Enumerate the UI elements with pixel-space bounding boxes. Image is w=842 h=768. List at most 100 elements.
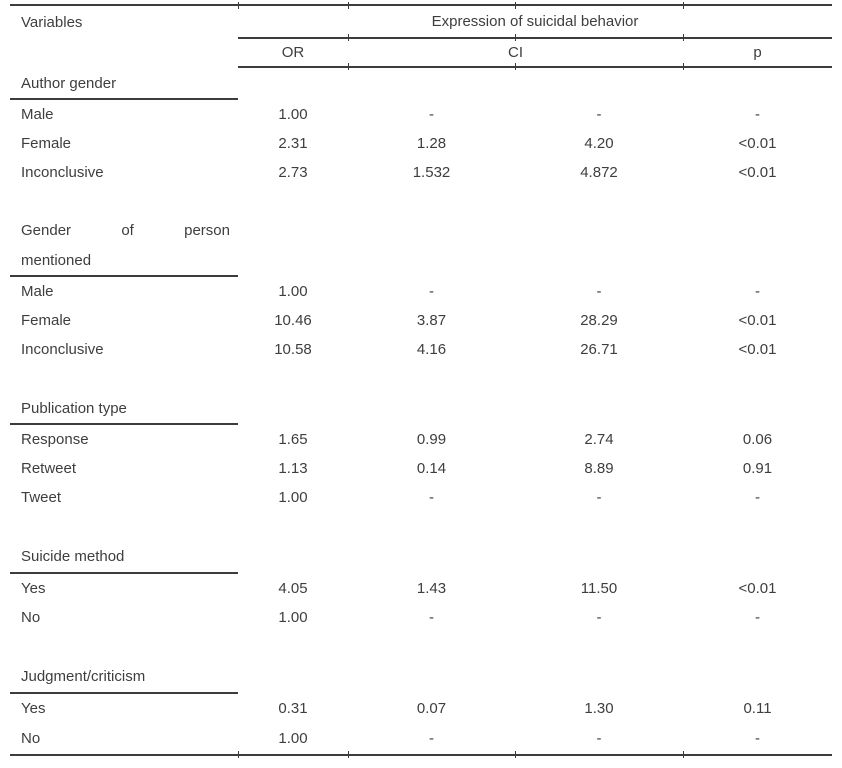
p-value: -	[755, 730, 760, 747]
table-row: Female 10.46 3.87 28.29 <0.01	[10, 306, 832, 335]
section-header-publication-type: Publication type	[10, 393, 238, 425]
section-header-judgment-criticism: Judgment/criticism	[10, 661, 238, 694]
table-row: Retweet 1.13 0.14 8.89 0.91	[10, 454, 832, 483]
p-column-header: p	[683, 39, 832, 68]
ci-upper-value: 28.29	[580, 312, 618, 329]
p-value: -	[755, 106, 760, 123]
p-value: <0.01	[738, 312, 777, 329]
table-grid-tick	[238, 2, 239, 9]
ci-lower-value: 1.532	[412, 164, 451, 181]
section-header-row: mentioned	[10, 245, 832, 277]
ci-upper-value: 4.20	[584, 135, 614, 152]
ci-lower-value: -	[429, 106, 434, 123]
section-header-row: Publication type	[10, 393, 832, 425]
ci-upper-value: 8.89	[584, 460, 614, 477]
ci-upper-value: 1.30	[584, 700, 614, 717]
or-value: 10.58	[274, 341, 312, 358]
ci-lower-value: 4.16	[416, 341, 447, 358]
or-value: 1.13	[278, 460, 308, 477]
table-row: Male 1.00 - - -	[10, 277, 832, 306]
table-row: Inconclusive 10.58 4.16 26.71 <0.01	[10, 335, 832, 364]
section-header-row: Suicide method	[10, 541, 832, 574]
table-grid-tick	[348, 2, 349, 9]
table-grid-tick	[348, 34, 349, 41]
section-header-gender-of-person-line1: Gender of person	[10, 216, 238, 245]
row-label: Retweet	[21, 460, 77, 477]
row-label: Female	[21, 312, 72, 329]
spacer-row	[10, 187, 832, 216]
ci-upper-value: -	[596, 609, 602, 626]
or-value: 1.00	[278, 106, 308, 123]
ci-upper-value: 4.872	[580, 164, 618, 181]
row-label: Yes	[21, 580, 46, 597]
table-grid-tick	[683, 2, 684, 9]
row-label: Response	[21, 431, 89, 448]
table-grid-tick	[515, 751, 516, 758]
p-value: -	[755, 609, 760, 626]
or-value: 1.00	[278, 283, 308, 300]
ci-upper-value: -	[596, 730, 602, 747]
table-row: No 1.00 - - -	[10, 603, 832, 632]
table-row: Inconclusive 2.73 1.532 4.872 <0.01	[10, 158, 832, 187]
p-value: <0.01	[738, 580, 777, 597]
row-label: No	[21, 609, 41, 626]
section-header-row: Judgment/criticism	[10, 661, 832, 694]
ci-upper-value: -	[596, 283, 602, 300]
table-grid-tick	[515, 34, 516, 41]
or-column-header: OR	[238, 39, 348, 68]
row-label: Yes	[21, 700, 46, 717]
ci-lower-value: -	[429, 730, 434, 747]
p-value: 0.06	[742, 431, 773, 448]
empty-cell	[10, 39, 238, 68]
p-value: <0.01	[738, 164, 777, 181]
spacer-row	[10, 364, 832, 393]
ci-lower-value: -	[429, 283, 434, 300]
row-label: Tweet	[21, 489, 62, 506]
p-value: 0.11	[743, 700, 772, 717]
p-value: -	[755, 489, 760, 506]
table-row: Yes 0.31 0.07 1.30 0.11	[10, 694, 832, 723]
table-grid-tick	[348, 751, 349, 758]
ci-lower-value: 0.99	[416, 431, 447, 448]
or-value: 1.00	[278, 730, 308, 747]
table-row: Female 2.31 1.28 4.20 <0.01	[10, 129, 832, 158]
ci-lower-value: 1.28	[416, 135, 447, 152]
p-value: -	[755, 283, 760, 300]
ci-lower-value: 3.87	[416, 312, 447, 329]
ci-upper-value: -	[596, 106, 602, 123]
or-value: 10.46	[274, 312, 312, 329]
or-value: 1.00	[278, 609, 308, 626]
table-grid-tick	[683, 63, 684, 70]
row-label: Inconclusive	[21, 164, 104, 181]
row-label: Inconclusive	[21, 341, 104, 358]
table-row: Response 1.65 0.99 2.74 0.06	[10, 425, 832, 454]
table-grid-tick	[348, 63, 349, 70]
spacer-row	[10, 632, 832, 661]
or-value: 1.00	[278, 489, 308, 506]
header-word: person	[184, 222, 230, 239]
header-word: of	[121, 222, 134, 239]
or-value: 2.31	[278, 135, 308, 152]
p-value: 0.91	[742, 460, 773, 477]
spacer-row	[10, 512, 832, 541]
ci-upper-value: -	[596, 489, 602, 506]
row-label: Male	[21, 283, 54, 300]
ci-upper-value: 2.74	[584, 431, 614, 448]
section-header-gender-of-person-line2: mentioned	[10, 245, 238, 277]
section-header-author-gender: Author gender	[10, 68, 238, 100]
section-header-row: Gender of person	[10, 216, 832, 245]
row-label: No	[21, 730, 41, 747]
or-value: 1.65	[278, 431, 308, 448]
table-grid-tick	[238, 751, 239, 758]
p-value: <0.01	[738, 341, 777, 358]
row-label: Female	[21, 135, 72, 152]
ci-upper-value: 11.50	[580, 580, 618, 597]
table-row: Tweet 1.00 - - -	[10, 483, 832, 512]
ci-upper-value: 26.71	[580, 341, 618, 358]
section-header-suicide-method: Suicide method	[10, 541, 238, 574]
table-row: No 1.00 - - -	[10, 723, 832, 754]
row-label: Male	[21, 106, 54, 123]
ci-lower-value: 0.14	[416, 460, 447, 477]
statistics-table: Variables Expression of suicidal behavio…	[10, 2, 832, 758]
table-row: Yes 4.05 1.43 11.50 <0.01	[10, 574, 832, 603]
